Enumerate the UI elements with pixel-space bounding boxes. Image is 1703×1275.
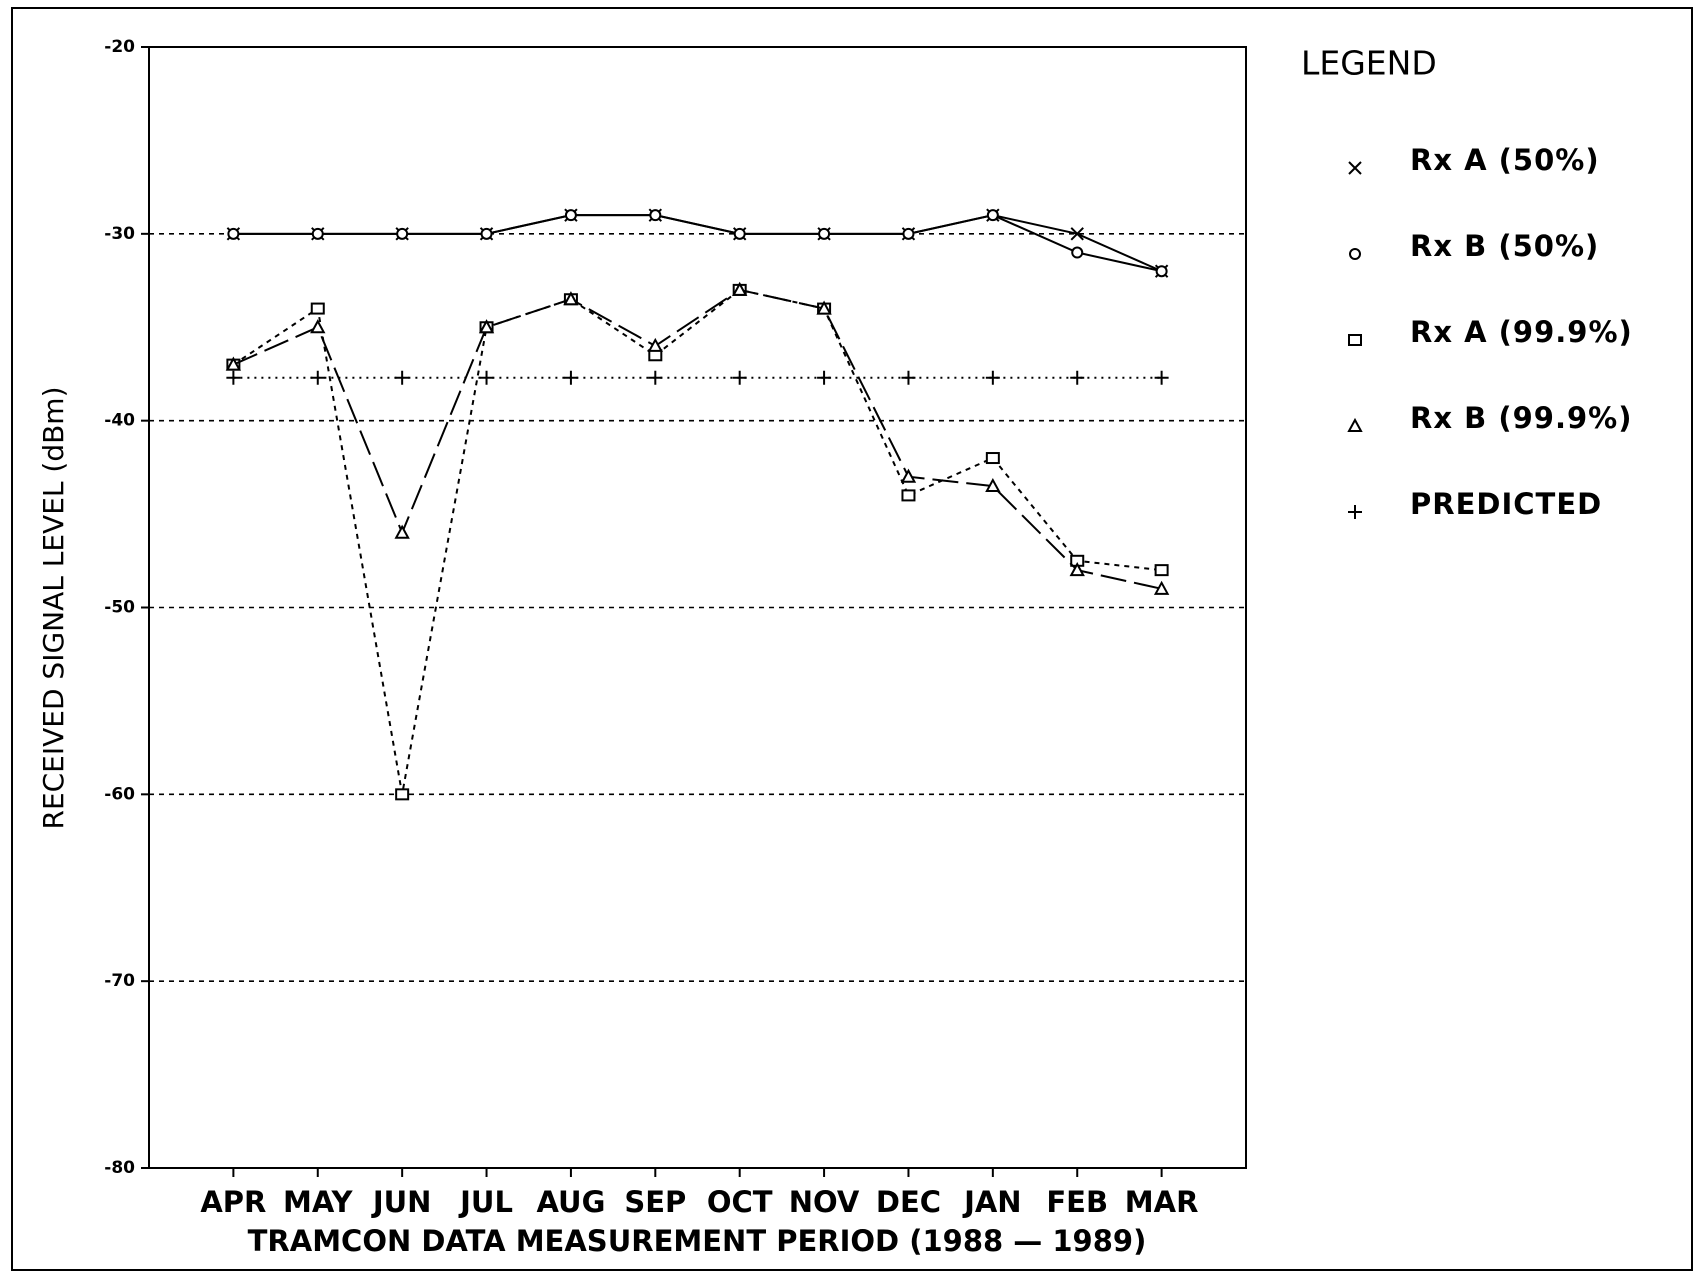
data-point — [818, 227, 831, 240]
x-tick-label: APR — [200, 1185, 266, 1219]
data-point — [733, 227, 746, 240]
data-point — [816, 300, 832, 315]
data-point — [226, 370, 241, 385]
data-point — [817, 370, 832, 385]
data-point — [649, 209, 662, 222]
data-point — [310, 370, 325, 385]
legend-marker — [1348, 161, 1362, 175]
series-line — [232, 288, 1162, 590]
series-line — [233, 214, 1162, 273]
data-point — [901, 370, 916, 385]
data-point — [563, 291, 579, 306]
data-point — [396, 227, 409, 240]
data-point — [480, 227, 493, 240]
y-tick-label: -50 — [104, 598, 135, 618]
data-point — [1070, 370, 1085, 385]
x-tick-label: JUN — [371, 1185, 432, 1219]
data-point — [395, 370, 410, 385]
data-point — [311, 227, 324, 240]
y-tick-label: -80 — [104, 1158, 135, 1178]
data-point — [1070, 227, 1084, 241]
data-point — [900, 468, 917, 483]
data-point — [310, 319, 326, 334]
x-axis-label: TRAMCON DATA MEASUREMENT PERIOD (1988 — … — [248, 1224, 1147, 1258]
data-point — [1154, 564, 1169, 577]
data-point — [225, 356, 242, 371]
y-axis-label: RECEIVED SIGNAL LEVEL (dBm) — [37, 386, 70, 829]
x-tick-label: SEP — [624, 1185, 686, 1219]
data-point — [1154, 370, 1169, 385]
data-point — [478, 319, 495, 334]
data-point — [1069, 562, 1085, 577]
data-point — [648, 370, 663, 385]
x-tick-label: DEC — [876, 1185, 941, 1219]
legend-label: Rx B (99.9%) — [1410, 401, 1632, 435]
x-tick-label: OCT — [707, 1185, 773, 1219]
data-point — [395, 788, 410, 801]
legend-marker — [1347, 417, 1363, 432]
y-tick-label: -40 — [104, 411, 135, 431]
frame — [11, 7, 1693, 1271]
y-tick-label: -20 — [104, 37, 135, 57]
x-tick-label: AUG — [536, 1185, 605, 1219]
data-point — [1155, 265, 1168, 278]
series-line — [232, 288, 1162, 795]
data-point — [564, 209, 577, 222]
legend-marker — [1349, 248, 1361, 260]
data-point — [985, 370, 1000, 385]
x-tick-label: JUL — [458, 1185, 513, 1219]
x-tick-label: MAY — [283, 1185, 354, 1219]
y-tick-label: -30 — [104, 224, 135, 244]
data-point — [647, 337, 663, 352]
data-point — [227, 227, 240, 240]
x-tick-label: NOV — [789, 1185, 860, 1219]
data-point — [902, 227, 915, 240]
data-point — [901, 489, 916, 502]
legend-title: LEGEND — [1301, 44, 1437, 83]
y-tick-label: -70 — [104, 971, 135, 991]
legend-marker — [1348, 334, 1362, 346]
data-point — [479, 370, 494, 385]
data-point — [985, 477, 1001, 493]
data-point — [394, 524, 410, 539]
data-point — [732, 281, 748, 296]
data-point — [1071, 246, 1084, 259]
legend-marker — [1348, 505, 1362, 519]
data-point — [732, 370, 747, 385]
data-point — [986, 209, 999, 222]
x-tick-label: JAN — [962, 1185, 1022, 1219]
legend-label: Rx B (50%) — [1410, 229, 1599, 263]
legend-label: Rx A (50%) — [1410, 143, 1600, 177]
data-point — [1153, 580, 1170, 595]
data-point — [310, 302, 325, 315]
x-tick-label: MAR — [1125, 1185, 1199, 1219]
y-tick-label: -60 — [104, 784, 135, 804]
legend-label: Rx A (99.9%) — [1410, 315, 1633, 349]
data-point — [985, 452, 1000, 465]
legend-label: PREDICTED — [1410, 487, 1602, 521]
data-point — [563, 370, 578, 385]
x-tick-label: FEB — [1046, 1185, 1108, 1219]
